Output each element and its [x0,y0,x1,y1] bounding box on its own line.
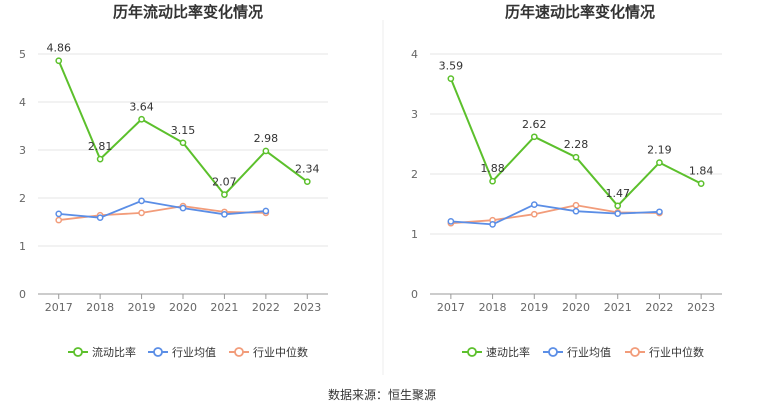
data-label: 2.07 [212,176,237,189]
data-point [138,115,145,123]
y-tick-label: 1 [411,228,418,241]
legend-label: 行业均值 [172,346,216,359]
data-label: 3.59 [439,60,464,73]
x-tick-label: 2018 [86,301,114,314]
x-tick-label: 2022 [252,301,280,314]
data-point [262,207,270,215]
data-point [138,197,145,205]
legend-label: 行业中位数 [253,345,308,359]
series-line-2 [58,205,266,221]
x-tick-label: 2019 [520,301,548,314]
data-label: 3.15 [171,124,196,137]
legend-marker [73,347,83,357]
data-label: 2.19 [647,144,672,157]
data-label: 2.81 [88,140,113,153]
data-point [572,201,580,209]
data-label: 1.47 [605,187,630,200]
data-point [530,133,538,141]
legend-item[interactable]: 流动比率 [68,345,136,359]
x-tick-label: 2020 [562,301,590,314]
data-point [179,204,187,212]
y-tick-label: 2 [411,168,418,181]
legend-item[interactable]: 行业均值 [543,346,611,359]
data-point [572,207,580,215]
data-point [697,180,705,187]
legend-label: 行业中位数 [649,345,704,359]
y-tick-label: 5 [19,48,26,61]
y-tick-label: 3 [19,144,26,157]
legend-label: 行业均值 [567,346,611,359]
data-point [447,218,455,225]
data-label: 1.84 [689,165,714,178]
data-label: 2.28 [564,138,589,151]
quick-ratio-chart: 历年速动比率变化情况 0 1 2 3 4 2017 2018 2019 2020 2021 2022 2… [411,3,722,359]
data-label: 4.86 [46,42,71,55]
data-point [614,202,622,210]
legend-label: 速动比率 [486,345,530,359]
data-point [262,147,270,155]
source-text: 数据来源：恒生聚源 [328,387,436,402]
series-line-1 [58,199,266,219]
legend-label: 流动比率 [92,345,136,359]
legend-marker [548,347,558,357]
legend-marker [153,347,163,357]
x-tick-label: 2023 [687,301,715,314]
legend-marker [467,347,477,357]
y-tick-label: 0 [19,288,26,301]
x-tick-label: 2021 [210,301,238,314]
legend-item[interactable]: 行业中位数 [229,345,308,359]
data-point [530,210,538,218]
data-point [303,178,311,186]
legend-item[interactable]: 速动比率 [462,345,530,359]
x-tick-label: 2020 [169,301,197,314]
x-tick-label: 2021 [604,301,632,314]
data-point [656,208,663,216]
legend-item[interactable]: 行业均值 [148,346,216,359]
data-point [55,216,63,224]
data-label: 2.34 [295,163,320,176]
y-tick-label: 0 [411,288,418,301]
chart-title: 历年流动比率变化情况 [113,3,263,21]
data-label: 1.88 [480,162,505,175]
y-tick-label: 1 [19,240,26,253]
data-label: 3.64 [129,100,154,113]
y-tick-label: 2 [19,192,26,205]
data-point [55,210,63,218]
data-point [489,177,496,185]
legend-item[interactable]: 行业中位数 [625,345,704,359]
data-point [221,210,228,218]
data-point [614,210,622,217]
legend-marker [630,347,640,357]
chart-title: 历年速动比率变化情况 [505,3,655,21]
x-tick-label: 2017 [45,301,73,314]
data-label: 2.98 [254,132,279,145]
data-label: 2.62 [522,118,547,131]
x-tick-label: 2019 [128,301,156,314]
data-point [572,153,580,161]
data-point [221,191,228,198]
data-point [489,221,496,228]
data-point [530,201,538,208]
x-tick-label: 2022 [645,301,673,314]
data-point [55,57,63,65]
x-tick-label: 2017 [437,301,465,314]
data-point [179,139,187,147]
legend-marker [234,347,244,357]
current-ratio-chart: 历年流动比率变化情况 0 1 2 3 4 5 2017 2018 2019 2020 2021 2022… [19,3,328,359]
data-point [96,155,104,163]
x-tick-label: 2018 [479,301,507,314]
x-tick-label: 2023 [293,301,321,314]
y-tick-label: 3 [411,108,418,121]
data-point [96,214,104,222]
y-tick-label: 4 [411,48,418,61]
data-point [138,209,145,217]
data-point [447,75,455,82]
data-point [656,159,663,166]
y-tick-label: 4 [19,96,26,109]
series-line-1 [450,203,660,226]
